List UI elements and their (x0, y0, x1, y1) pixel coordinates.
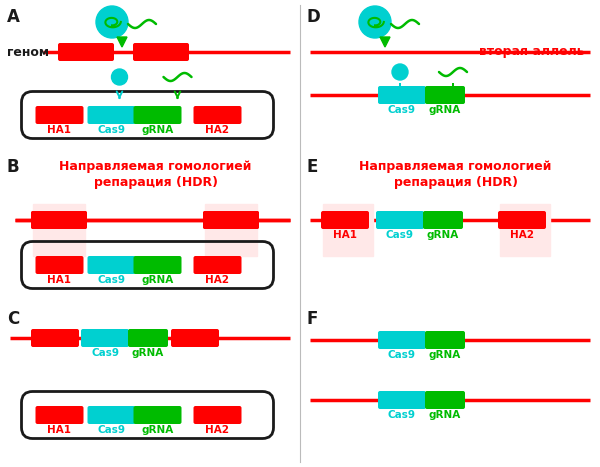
Circle shape (392, 64, 408, 80)
Text: C: C (7, 310, 19, 328)
Circle shape (112, 69, 128, 85)
Text: gRNA: gRNA (427, 230, 459, 240)
FancyBboxPatch shape (35, 256, 83, 274)
Circle shape (359, 6, 391, 38)
Text: Cas9: Cas9 (97, 425, 125, 435)
Text: геном: геном (7, 45, 49, 58)
Text: Cas9: Cas9 (388, 350, 416, 360)
Text: gRNA: gRNA (142, 425, 173, 435)
Bar (500, 204, 550, 256)
Text: Направляемая гомологией
репарация (HDR): Направляемая гомологией репарация (HDR) (359, 160, 551, 189)
FancyBboxPatch shape (58, 43, 114, 61)
FancyBboxPatch shape (88, 406, 136, 424)
Text: HA1: HA1 (333, 230, 357, 240)
Bar (33, 204, 85, 256)
Text: gRNA: gRNA (429, 350, 461, 360)
Text: HA1: HA1 (47, 275, 71, 285)
Polygon shape (117, 37, 127, 47)
FancyBboxPatch shape (31, 329, 79, 347)
Text: HA2: HA2 (205, 275, 229, 285)
Text: gRNA: gRNA (429, 410, 461, 420)
FancyBboxPatch shape (88, 106, 136, 124)
FancyBboxPatch shape (378, 86, 426, 104)
FancyBboxPatch shape (193, 256, 241, 274)
FancyBboxPatch shape (425, 391, 465, 409)
Text: B: B (7, 158, 20, 176)
Bar (205, 204, 257, 256)
FancyBboxPatch shape (203, 211, 259, 229)
Bar (323, 204, 373, 256)
Text: HA2: HA2 (205, 425, 229, 435)
FancyBboxPatch shape (133, 106, 182, 124)
Text: HA1: HA1 (47, 425, 71, 435)
FancyBboxPatch shape (31, 211, 87, 229)
Text: Cas9: Cas9 (386, 230, 414, 240)
Text: Cas9: Cas9 (97, 275, 125, 285)
Text: E: E (307, 158, 319, 176)
FancyBboxPatch shape (88, 256, 136, 274)
Text: gRNA: gRNA (142, 125, 173, 135)
FancyBboxPatch shape (425, 331, 465, 349)
FancyBboxPatch shape (378, 331, 426, 349)
FancyBboxPatch shape (193, 106, 241, 124)
Text: вторая аллель: вторая аллель (479, 45, 585, 58)
Text: gRNA: gRNA (429, 105, 461, 115)
Text: HA2: HA2 (510, 230, 534, 240)
Text: D: D (307, 8, 321, 26)
Text: gRNA: gRNA (142, 275, 173, 285)
Text: Cas9: Cas9 (388, 410, 416, 420)
FancyBboxPatch shape (193, 406, 241, 424)
Text: Cas9: Cas9 (388, 105, 416, 115)
FancyBboxPatch shape (31, 211, 87, 229)
FancyBboxPatch shape (133, 43, 189, 61)
FancyBboxPatch shape (423, 211, 463, 229)
Text: F: F (307, 310, 319, 328)
FancyBboxPatch shape (171, 329, 219, 347)
FancyBboxPatch shape (321, 211, 369, 229)
Circle shape (96, 6, 128, 38)
FancyBboxPatch shape (425, 86, 465, 104)
FancyBboxPatch shape (128, 329, 168, 347)
Text: HA1: HA1 (47, 125, 71, 135)
Text: Cas9: Cas9 (91, 348, 119, 358)
FancyBboxPatch shape (133, 406, 182, 424)
FancyBboxPatch shape (81, 329, 129, 347)
FancyBboxPatch shape (203, 211, 259, 229)
Text: gRNA: gRNA (132, 348, 164, 358)
Text: Cas9: Cas9 (97, 125, 125, 135)
Text: Направляемая гомологией
репарация (HDR): Направляемая гомологией репарация (HDR) (59, 160, 251, 189)
FancyBboxPatch shape (498, 211, 546, 229)
FancyBboxPatch shape (376, 211, 424, 229)
FancyBboxPatch shape (133, 256, 182, 274)
FancyBboxPatch shape (35, 406, 83, 424)
Polygon shape (380, 37, 390, 47)
FancyBboxPatch shape (378, 391, 426, 409)
FancyBboxPatch shape (35, 106, 83, 124)
Text: A: A (7, 8, 20, 26)
Text: HA2: HA2 (205, 125, 229, 135)
